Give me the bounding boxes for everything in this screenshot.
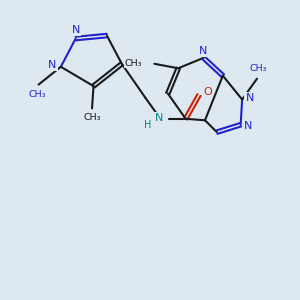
Text: CH₃: CH₃ xyxy=(83,113,101,122)
Text: N: N xyxy=(199,46,207,56)
Text: N: N xyxy=(155,113,163,123)
Text: N: N xyxy=(245,93,254,103)
Text: N: N xyxy=(244,121,252,131)
Text: CH₃: CH₃ xyxy=(250,64,267,73)
Text: N: N xyxy=(71,25,80,35)
Text: CH₃: CH₃ xyxy=(28,90,46,99)
Text: H: H xyxy=(144,120,152,130)
Text: CH₃: CH₃ xyxy=(124,59,142,68)
Text: O: O xyxy=(203,87,212,97)
Text: N: N xyxy=(48,60,57,70)
